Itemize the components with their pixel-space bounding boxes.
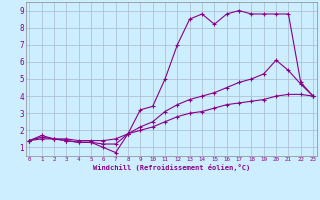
X-axis label: Windchill (Refroidissement éolien,°C): Windchill (Refroidissement éolien,°C) [92, 164, 250, 171]
